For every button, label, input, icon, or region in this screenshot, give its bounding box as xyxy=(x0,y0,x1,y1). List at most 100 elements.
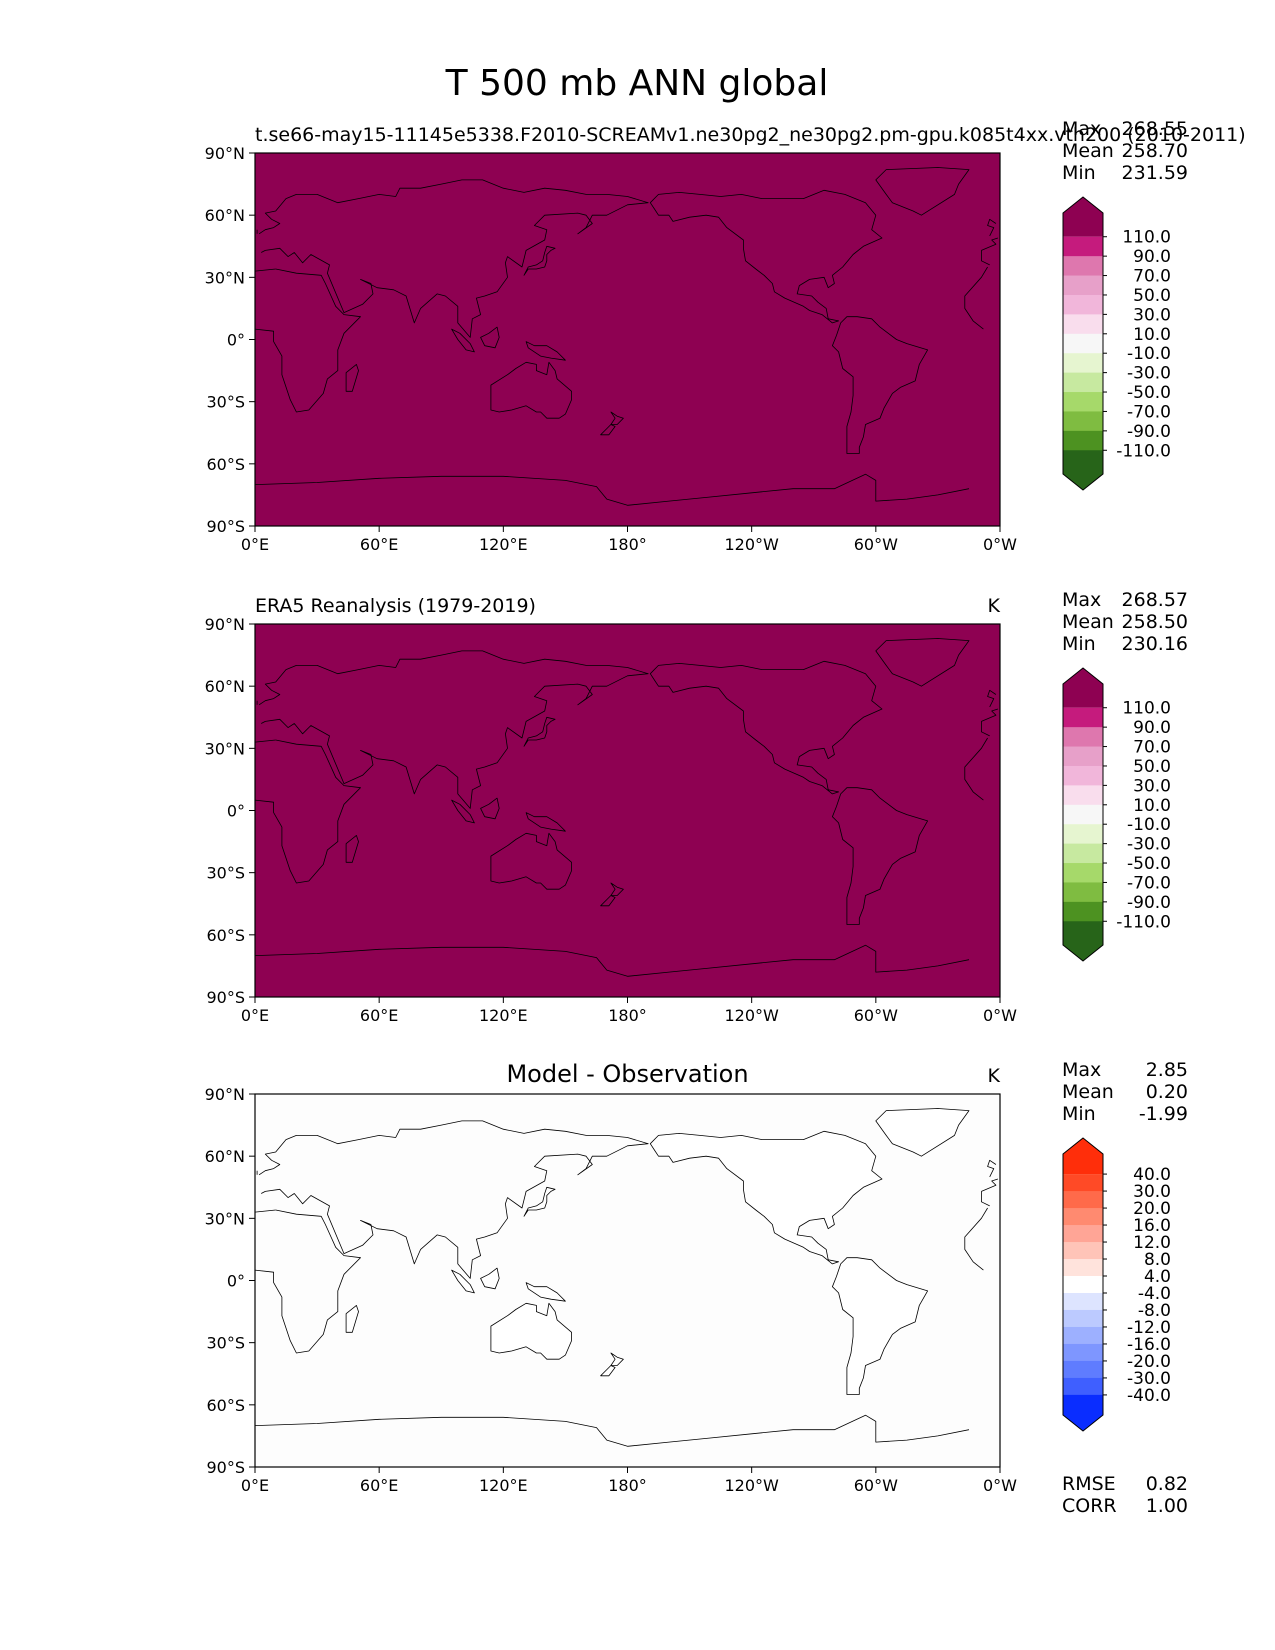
coastline-samerica xyxy=(832,1257,928,1395)
stat-value-rmse: 0.82 xyxy=(1146,1473,1188,1495)
colorbar-bin xyxy=(1063,1242,1103,1260)
map-panel-difference: Model - Observation K 90°N 60°N 30°N 0° 30°S 60… xyxy=(205,1059,1188,1517)
colorbar: 110.090.070.050.030.010.0-10.0-30.0-50.0… xyxy=(1062,667,1171,962)
colorbar-tick-label: 4.0 xyxy=(1144,1267,1171,1287)
colorbar-tick-label: 30.0 xyxy=(1133,305,1171,325)
lon-tick-label: 120°E xyxy=(479,535,528,554)
stat-label-mean: Mean xyxy=(1062,140,1114,162)
colorbar-extend-min xyxy=(1063,450,1103,490)
colorbar-tick-label: 110.0 xyxy=(1122,228,1171,248)
colorbar-tick-label: 70.0 xyxy=(1133,738,1171,758)
map-panel-reference: ERA5 Reanalysis (1979-2019) K 90°N 60°N 30°N… xyxy=(205,589,1188,1025)
coastline-australia xyxy=(490,361,572,419)
colorbar-tick-label: 8.0 xyxy=(1144,1250,1171,1270)
panel-left-title: ERA5 Reanalysis (1979-2019) xyxy=(255,595,536,617)
colorbar-bin xyxy=(1063,785,1103,806)
coastline-namerica xyxy=(649,660,883,795)
coastline-eurasia xyxy=(981,237,999,251)
colorbar-tick-label: 90.0 xyxy=(1133,247,1171,267)
coastline-eurasia xyxy=(981,721,990,737)
colorbar-tick-label: 90.0 xyxy=(1133,718,1171,738)
colorbar: 40.030.020.016.012.08.04.0-4.0-8.0-12.0-… xyxy=(1062,1137,1171,1432)
colorbar-tick-label: -10.0 xyxy=(1127,815,1171,835)
colorbar-bin xyxy=(1063,1208,1103,1226)
colorbar-bin xyxy=(1063,727,1103,748)
panel-units: K xyxy=(988,1065,1001,1087)
continents xyxy=(254,638,999,998)
colorbar-outline xyxy=(1062,667,1104,962)
colorbar-tick-label: 10.0 xyxy=(1133,796,1171,816)
lat-tick-label: 90°S xyxy=(206,988,245,1007)
lon-tick-label: 60°E xyxy=(360,1006,398,1025)
coastline-africa xyxy=(964,266,988,330)
lon-tick-label: 120°W xyxy=(724,1006,779,1025)
colorbar-bin xyxy=(1063,411,1103,432)
stat-label-max: Max xyxy=(1062,1059,1101,1081)
coastline-borneo xyxy=(480,326,500,349)
colorbar-bin xyxy=(1063,353,1103,374)
coastline-britain xyxy=(987,1159,997,1178)
coastline-eurasia xyxy=(258,179,649,338)
coastline-africa xyxy=(254,1209,361,1354)
coastline-sumatra xyxy=(451,328,475,353)
colorbar-bin xyxy=(1063,333,1103,354)
stat-label-min: Min xyxy=(1062,162,1096,184)
colorbar-tick-label: 10.0 xyxy=(1133,325,1171,345)
colorbar-tick-label: 110.0 xyxy=(1122,699,1171,719)
coastline-antarctica xyxy=(254,1414,970,1447)
colorbar-bin xyxy=(1063,1276,1103,1294)
colorbar-tick-label: 50.0 xyxy=(1133,757,1171,777)
lat-tick-label: 60°S xyxy=(206,1396,245,1415)
lon-tick-label: 120°W xyxy=(724,1476,779,1495)
colorbar-bin xyxy=(1063,392,1103,412)
colorbar-bin xyxy=(1063,1343,1103,1362)
lat-tick-label: 90°S xyxy=(206,1458,245,1477)
lat-tick-label: 60°N xyxy=(205,206,245,225)
lon-tick-label: 120°E xyxy=(479,1476,528,1495)
colorbar-extend-max xyxy=(1063,197,1103,237)
continents xyxy=(254,1108,999,1468)
colorbar-bin xyxy=(1063,882,1103,903)
lon-tick-label: 60°E xyxy=(360,535,398,554)
lon-tick-label: 60°W xyxy=(854,1006,898,1025)
coastline-japan xyxy=(523,1186,556,1217)
map-panel-test: t.se66-may15-11145e5338.F2010-SCREAMv1.n… xyxy=(205,118,1246,554)
colorbar-tick-label: 70.0 xyxy=(1133,267,1171,287)
lon-tick-label: 120°E xyxy=(479,1006,528,1025)
stat-value-min: 230.16 xyxy=(1122,633,1188,655)
coastline-australia xyxy=(490,832,572,890)
lat-tick-label: 0° xyxy=(227,331,245,350)
coastline-madagascar xyxy=(345,364,359,392)
colorbar-tick-label: -30.0 xyxy=(1127,835,1171,855)
coastline-madagascar xyxy=(345,1305,359,1333)
colorbar-tick-label: -10.0 xyxy=(1127,344,1171,364)
coastline-newzealand xyxy=(610,1352,624,1366)
stat-label-mean: Mean xyxy=(1062,1081,1114,1103)
coastline-eurasia xyxy=(981,708,999,722)
coastline-africa xyxy=(254,268,276,272)
coastline-madagascar xyxy=(345,835,359,863)
lon-tick-label: 180° xyxy=(608,535,647,554)
coastline-newguinea xyxy=(525,812,566,832)
lon-tick-label: 120°W xyxy=(724,535,779,554)
coastline-britain xyxy=(987,689,997,708)
colorbar-tick-label: 40.0 xyxy=(1133,1165,1171,1185)
coastline-greenland xyxy=(875,167,970,216)
colorbar-tick-label: -70.0 xyxy=(1127,873,1171,893)
stat-label-max: Max xyxy=(1062,118,1101,140)
colorbar-bin xyxy=(1063,1326,1103,1345)
colorbar-tick-label: -90.0 xyxy=(1127,422,1171,442)
stat-value-mean: 0.20 xyxy=(1146,1081,1188,1103)
stat-value-max: 268.55 xyxy=(1122,118,1188,140)
coastline-eurasia xyxy=(258,650,649,809)
coastline-australia xyxy=(490,1302,572,1360)
coastline-newguinea xyxy=(525,341,566,361)
stat-label-mean: Mean xyxy=(1062,611,1114,633)
stat-value-mean: 258.70 xyxy=(1122,140,1188,162)
coastline-samerica xyxy=(832,787,928,925)
panels: t.se66-may15-11145e5338.F2010-SCREAMv1.n… xyxy=(205,118,1246,1517)
lat-tick-label: 30°S xyxy=(206,1334,245,1353)
coastline-eurasia xyxy=(981,1178,999,1192)
colorbar-outline xyxy=(1062,1137,1104,1432)
